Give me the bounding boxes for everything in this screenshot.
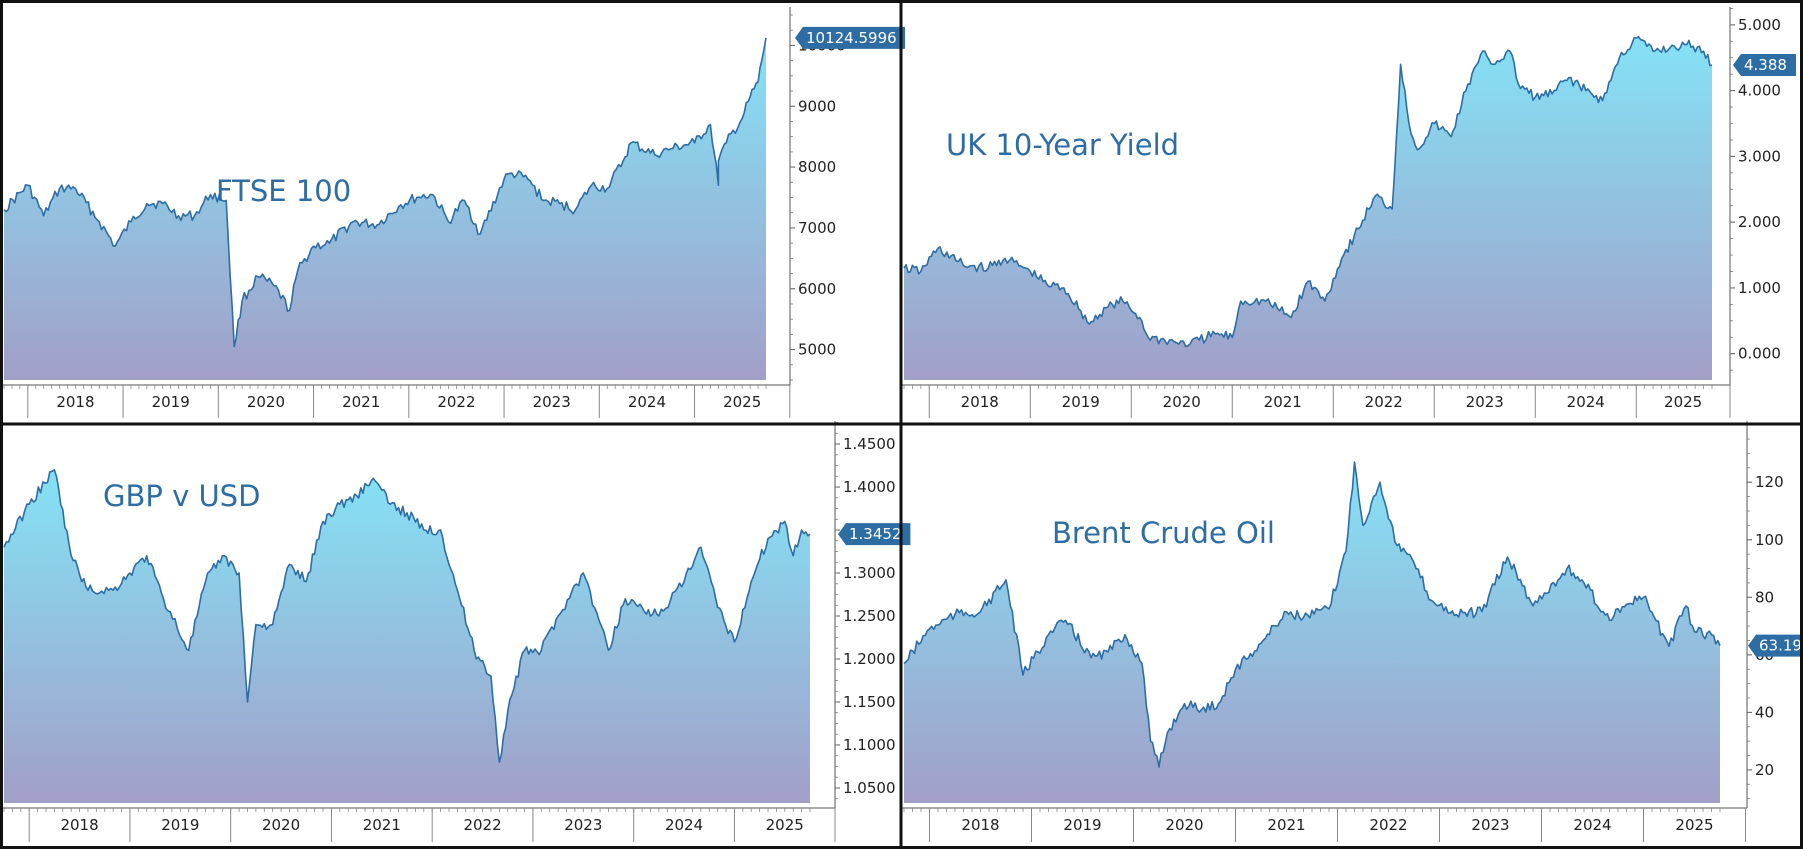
gbpusd-x-tick-label: 2019: [161, 816, 199, 834]
brent-area-layer: [903, 461, 1721, 803]
brent-series-line: [903, 461, 1721, 768]
chart-panel-gbp-usd: 1.05001.10001.15001.20001.25001.30001.35…: [0, 421, 911, 842]
gilt10y-x-tick-label: 2019: [1062, 393, 1100, 411]
gbpusd-y-tick-label: 1.4500: [843, 435, 896, 453]
gbpusd-x-tick-label: 2020: [262, 816, 300, 834]
gilt10y-y-tick-label: 3.000: [1738, 147, 1781, 165]
gilt10y-x-tick-label: 2018: [961, 393, 999, 411]
gbpusd-last-value-marker: [838, 523, 911, 546]
ftse-last-value-marker: [795, 26, 905, 49]
gbpusd-y-tick-label: 1.1500: [843, 693, 896, 711]
gbpusd-x-tick-label: 2021: [363, 816, 401, 834]
ftse-y-tick-label: 5000: [798, 341, 836, 359]
chart-panel-ftse: 5000600070008000900010000201820192020202…: [0, 7, 905, 418]
brent-x-tick-label: 2022: [1369, 816, 1407, 834]
gbpusd-y-tick-label: 1.1000: [843, 736, 896, 754]
brent-y-tick-label: 120: [1755, 473, 1784, 491]
brent-y-tick-label: 80: [1755, 588, 1774, 606]
brent-y-tick-label: 100: [1755, 531, 1784, 549]
gilt10y-y-tick-label: 1.000: [1738, 279, 1781, 297]
gbpusd-axis-layer: 1.05001.10001.15001.20001.25001.30001.35…: [0, 421, 896, 842]
brent-x-tick-label: 2025: [1675, 816, 1713, 834]
gbpusd-x-tick-label: 2023: [564, 816, 602, 834]
gilt-last-value-marker: [1733, 53, 1796, 76]
brent-x-tick-label: 2018: [961, 816, 999, 834]
ftse-area-layer: [3, 37, 767, 381]
brent-x-tick-label: 2019: [1063, 816, 1101, 834]
ftse-x-tick-label: 2022: [437, 393, 475, 411]
brent-area-fill: [904, 462, 1720, 803]
ftse-axis-layer: 5000600070008000900010000201820192020202…: [0, 7, 846, 418]
gbpusd-y-tick-label: 1.0500: [843, 779, 896, 797]
gbpusd-x-tick-label: 2025: [766, 816, 804, 834]
ftse-last-value-label: 10124.5996: [806, 29, 897, 47]
gbpusd-y-tick-label: 1.2500: [843, 607, 896, 625]
gilt10y-area-fill: [904, 36, 1712, 380]
brent-x-tick-label: 2023: [1471, 816, 1509, 834]
gilt-axis-layer: 0.000 1.000 2.000 3.000 4.000 5.000 2018 2019 20…: [900, 7, 1781, 418]
brent-x-tick-label: 2020: [1165, 816, 1203, 834]
ftse-y-tick-label: 7000: [798, 219, 836, 237]
ftse-x-tick-label: 2019: [152, 393, 190, 411]
gbpusd-y-tick-label: 1.3000: [843, 564, 896, 582]
gilt10y-x-tick-label: 2021: [1264, 393, 1302, 411]
gbpusd-area-layer: [3, 468, 811, 803]
ftse-x-tick-label: 2018: [56, 393, 94, 411]
gilt10y-x-tick-label: 2025: [1664, 393, 1702, 411]
gbpusd-last-value-badge: 1.3452: [838, 523, 911, 546]
brent-x-tick-label: 2024: [1573, 816, 1611, 834]
gbpusd-y-tick-label: 1.4000: [843, 478, 896, 496]
brent-chart-title: Brent Crude Oil: [1052, 516, 1275, 550]
chart-panel-brent: 2040608010012020182019202020212022202320…: [900, 421, 1803, 842]
ftse-series-line: [3, 37, 767, 348]
ftse-x-tick-label: 2021: [342, 393, 380, 411]
gilt10y-y-tick-label: 4.000: [1738, 82, 1781, 100]
ftse-y-tick-label: 9000: [798, 97, 836, 115]
gilt10y-x-tick-label: 2022: [1365, 393, 1403, 411]
gilt-chart-title: UK 10-Year Yield: [946, 128, 1179, 162]
gilt10y-y-tick-label: 0.000: [1738, 345, 1781, 363]
gbpusd-x-tick-label: 2024: [665, 816, 703, 834]
gbpusd-x-tick-label: 2018: [60, 816, 98, 834]
ftse-y-tick-label: 6000: [798, 280, 836, 298]
brent-last-value-label: 63.19: [1759, 637, 1802, 655]
brent-y-tick-label: 20: [1755, 761, 1774, 779]
brent-x-tick-label: 2021: [1267, 816, 1305, 834]
gilt10y-x-tick-label: 2024: [1567, 393, 1605, 411]
gilt-last-value-badge: 4.388: [1733, 53, 1796, 76]
ftse-x-tick-label: 2025: [723, 393, 761, 411]
brent-last-value-badge: 63.19: [1748, 634, 1803, 657]
gbpusd-last-value-label: 1.3452: [849, 525, 902, 543]
ftse-x-tick-label: 2024: [628, 393, 666, 411]
gilt10y-series-line: [903, 35, 1713, 348]
gbpusd-chart-title: GBP v USD: [103, 479, 260, 513]
gilt10y-y-tick-label: 5.000: [1738, 16, 1781, 34]
gilt-last-value-label: 4.388: [1744, 56, 1787, 74]
gbpusd-y-tick-label: 1.2000: [843, 650, 896, 668]
gilt10y-x-tick-label: 2020: [1163, 393, 1201, 411]
ftse-last-value-badge: 10124.5996: [795, 26, 905, 49]
ftse-chart-title: FTSE 100: [216, 174, 351, 208]
ftse-x-tick-label: 2023: [533, 393, 571, 411]
gbpusd-series-line: [3, 468, 811, 764]
gilt10y-y-tick-label: 2.000: [1738, 213, 1781, 231]
gbpusd-x-tick-label: 2022: [463, 816, 501, 834]
ftse-area-fill: [4, 37, 766, 381]
brent-y-tick-label: 40: [1755, 703, 1774, 721]
gbpusd-area-fill: [4, 469, 810, 803]
chart-panel-uk-10-year-yield: 0.000 1.000 2.000 3.000 4.000 5.000 2018 2019 20…: [900, 7, 1796, 418]
ftse-x-tick-label: 2020: [247, 393, 285, 411]
brent-last-value-marker: [1748, 634, 1803, 657]
gilt-area-layer: [903, 35, 1713, 380]
gilt10y-x-tick-label: 2023: [1466, 393, 1504, 411]
ftse-y-tick-label: 8000: [798, 158, 836, 176]
